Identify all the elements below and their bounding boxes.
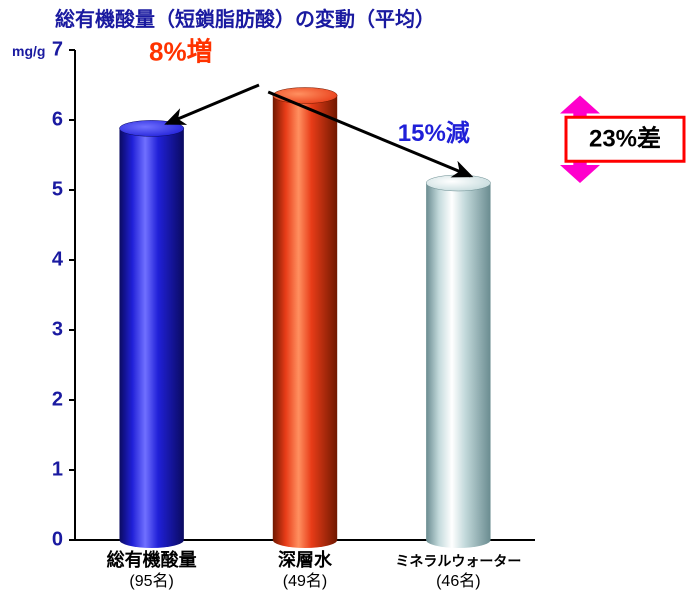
y-tick-label: 7 bbox=[52, 38, 63, 60]
bar-top-cap bbox=[119, 120, 183, 136]
bar-bottom-cap bbox=[426, 532, 490, 548]
y-tick-label: 5 bbox=[52, 178, 63, 200]
bar bbox=[119, 120, 183, 548]
x-tick-label: ミネラルウォーター bbox=[395, 553, 521, 569]
bar bbox=[426, 175, 490, 548]
bar bbox=[273, 88, 337, 549]
annotation-text: 15%減 bbox=[398, 120, 470, 147]
annotation-text: 8%増 bbox=[149, 37, 213, 67]
bar-top-cap bbox=[426, 175, 490, 191]
y-tick-label: 2 bbox=[52, 388, 63, 410]
x-sub-label: (46名) bbox=[436, 572, 480, 590]
y-tick-label: 3 bbox=[52, 318, 63, 340]
x-tick-label: 総有機酸量 bbox=[107, 549, 197, 570]
bar-body bbox=[273, 96, 337, 541]
y-tick-label: 6 bbox=[52, 108, 63, 130]
x-sub-label: (49名) bbox=[283, 572, 327, 590]
x-tick-label: 深層水 bbox=[278, 549, 333, 570]
y-unit-label: mg/g bbox=[12, 43, 45, 59]
y-tick-label: 4 bbox=[52, 248, 64, 270]
bar-body bbox=[119, 128, 183, 540]
bar-top-cap bbox=[273, 88, 337, 104]
bar-bottom-cap bbox=[119, 532, 183, 548]
bar-bottom-cap bbox=[273, 532, 337, 548]
y-tick-label: 1 bbox=[52, 458, 63, 480]
chart-title: 総有機酸量（短鎖脂肪酸）の変動（平均） bbox=[55, 7, 435, 31]
x-sub-label: (95名) bbox=[129, 572, 173, 590]
bar-body bbox=[426, 183, 490, 540]
annotation-arrow bbox=[167, 85, 259, 124]
diff-badge-text: 23%差 bbox=[589, 125, 661, 153]
y-tick-label: 0 bbox=[52, 528, 63, 550]
